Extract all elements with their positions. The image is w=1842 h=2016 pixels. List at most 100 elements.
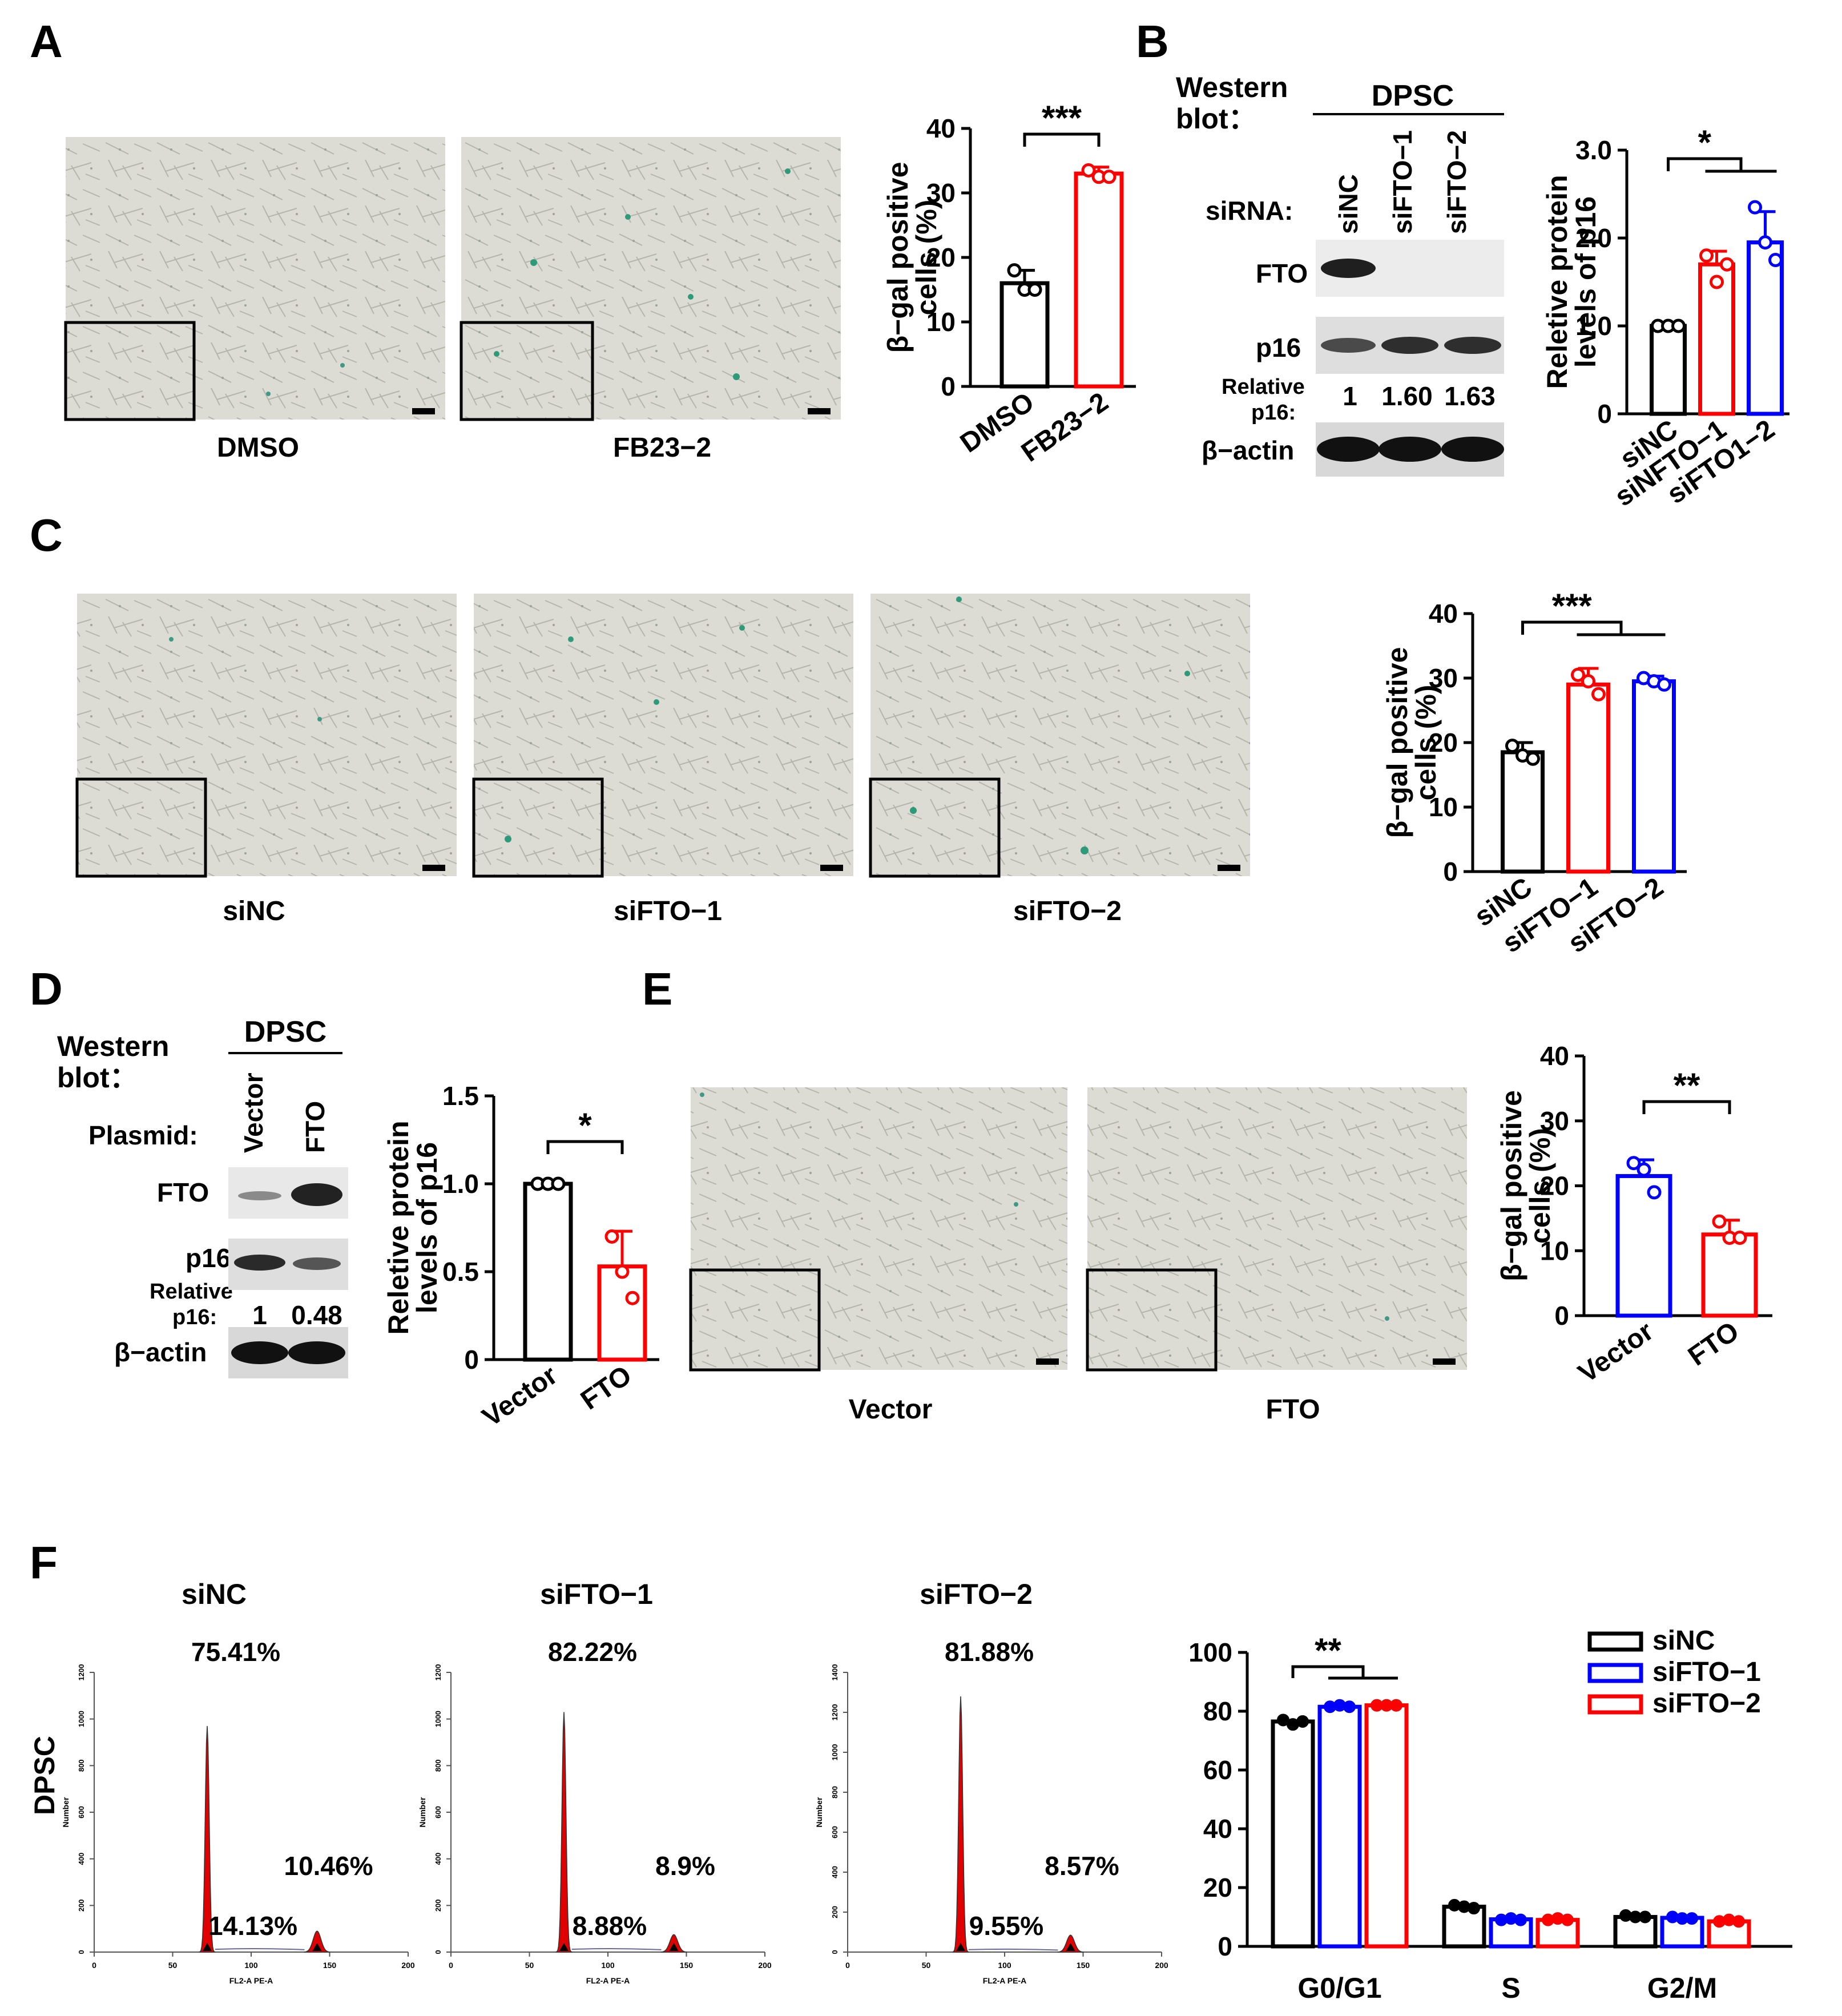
band [1321,338,1376,353]
x-tick-label: 100 [998,1961,1011,1970]
histogram-title: siFTO−2 [920,1578,1033,1610]
g1-percentage: 75.41% [191,1637,280,1667]
micrograph-label: Vector [849,1394,933,1425]
x-tick-label: Vector [1573,1316,1659,1389]
panel-letter-b: B [1136,16,1169,67]
y-tick-label: 0 [77,1950,86,1954]
data-point [1390,1699,1402,1712]
y-tick-label: 60 [1203,1755,1232,1785]
y-tick-label: 30 [1429,663,1458,693]
data-point [1647,1185,1662,1200]
data-point [1551,1912,1564,1925]
g1-percentage: 81.88% [945,1637,1034,1667]
band-label: FTO [1256,259,1308,288]
data-point [1699,248,1714,263]
data-point [1027,283,1042,297]
relative-value: 1.63 [1444,381,1496,411]
g1-peak [199,1725,216,1953]
s-phase-curve [215,1948,305,1950]
data-point [1713,1915,1726,1928]
x-tick-label: 150 [680,1961,694,1970]
data-point [1468,1902,1480,1915]
data-point [1732,1231,1747,1245]
x-tick-label: 50 [168,1961,178,1970]
y-tick-label: 40 [1540,1041,1569,1071]
lane-label: siFTO−1 [1388,130,1417,234]
data-point [1657,677,1671,692]
y-tick-label: 100 [1188,1638,1232,1667]
bar [999,281,1050,389]
y-axis-label: levels of p16 [1570,196,1602,368]
y-axis-label: β−gal positive [882,162,914,353]
micrograph-label: siNC [223,896,285,926]
band-label: β−actin [114,1337,207,1367]
scale-bar [820,865,843,871]
band [238,1191,281,1200]
data-point [1505,739,1519,753]
bar [1074,171,1124,389]
blot-header: Western [57,1030,169,1062]
significance-label: ** [1674,1066,1700,1104]
relative-value: 1 [252,1300,267,1330]
y-tick-label: 400 [831,1866,839,1878]
panel-letter-a: A [30,16,63,67]
data-point [1296,1715,1309,1728]
data-point [1712,1214,1727,1229]
y-tick-label: 10 [926,307,956,337]
y-tick-label: 0 [1597,399,1612,429]
y-tick-label: 80 [1203,1696,1232,1726]
y-tick-label: 10 [1540,1236,1569,1265]
data-point [1758,235,1772,250]
micrograph-label: siFTO−2 [1013,896,1122,926]
y-axis-label: levels of p16 [411,1142,443,1313]
y-tick-label: 20 [926,243,956,272]
y-tick-label: 3.0 [1575,135,1612,165]
y-tick-label: 0 [1443,857,1458,886]
y-axis-label: cells (%) [910,200,942,316]
y-tick-label: 800 [434,1759,442,1772]
x-tick-label: 150 [1077,1961,1090,1970]
y-tick-label: 1.0 [442,1169,479,1199]
micrograph [460,137,841,421]
data-point [1671,318,1686,333]
flow-histogram: siFTO−2 0 200 400 600 800 1000 1200 1400 0 50 100 15… [815,1578,1168,1985]
micrograph [689,1087,1067,1372]
significance-label: *** [1042,99,1082,137]
bar [597,1264,647,1362]
y-tick-label: 1.0 [1575,311,1612,341]
data-point [1542,1913,1554,1926]
s-percentage: 8.88% [573,1911,647,1941]
band [1381,337,1438,354]
y-tick-label: 20 [1429,728,1458,757]
bar [1650,324,1687,416]
data-point [1748,200,1762,215]
blot-header: blot： [1176,103,1257,135]
y-tick-label: 40 [926,114,956,143]
band [231,1341,288,1364]
y-tick-label: 1200 [77,1664,86,1681]
row-label: siRNA: [1206,196,1293,225]
y-tick-label: 1200 [831,1704,839,1721]
blot-header: blot： [57,1062,138,1094]
x-tick-label: 200 [1155,1961,1168,1970]
panel-letter-f: F [30,1537,58,1588]
x-tick-label: G2/M [1647,1972,1717,2004]
bar [1271,1719,1315,1949]
data-point [615,1264,630,1279]
y-tick-label: 0 [1554,1301,1569,1330]
x-tick-label: 200 [758,1961,772,1970]
band [1441,437,1504,462]
data-point [1526,751,1540,766]
x-axis-label: FL2-A PE-A [983,1976,1026,1985]
band-label: FTO [157,1178,209,1207]
y-tick-label: 200 [77,1899,86,1912]
panel-a-micrographs [64,137,841,421]
legend-label: siFTO−2 [1652,1688,1761,1719]
y-axis-label: β−gal positive [1381,647,1413,838]
cell-line-label: DPSC [244,1015,327,1049]
band [234,1255,285,1271]
g2m-percentage: 8.57% [1045,1851,1119,1881]
g1-peak [952,1696,969,1953]
band [288,1341,345,1364]
